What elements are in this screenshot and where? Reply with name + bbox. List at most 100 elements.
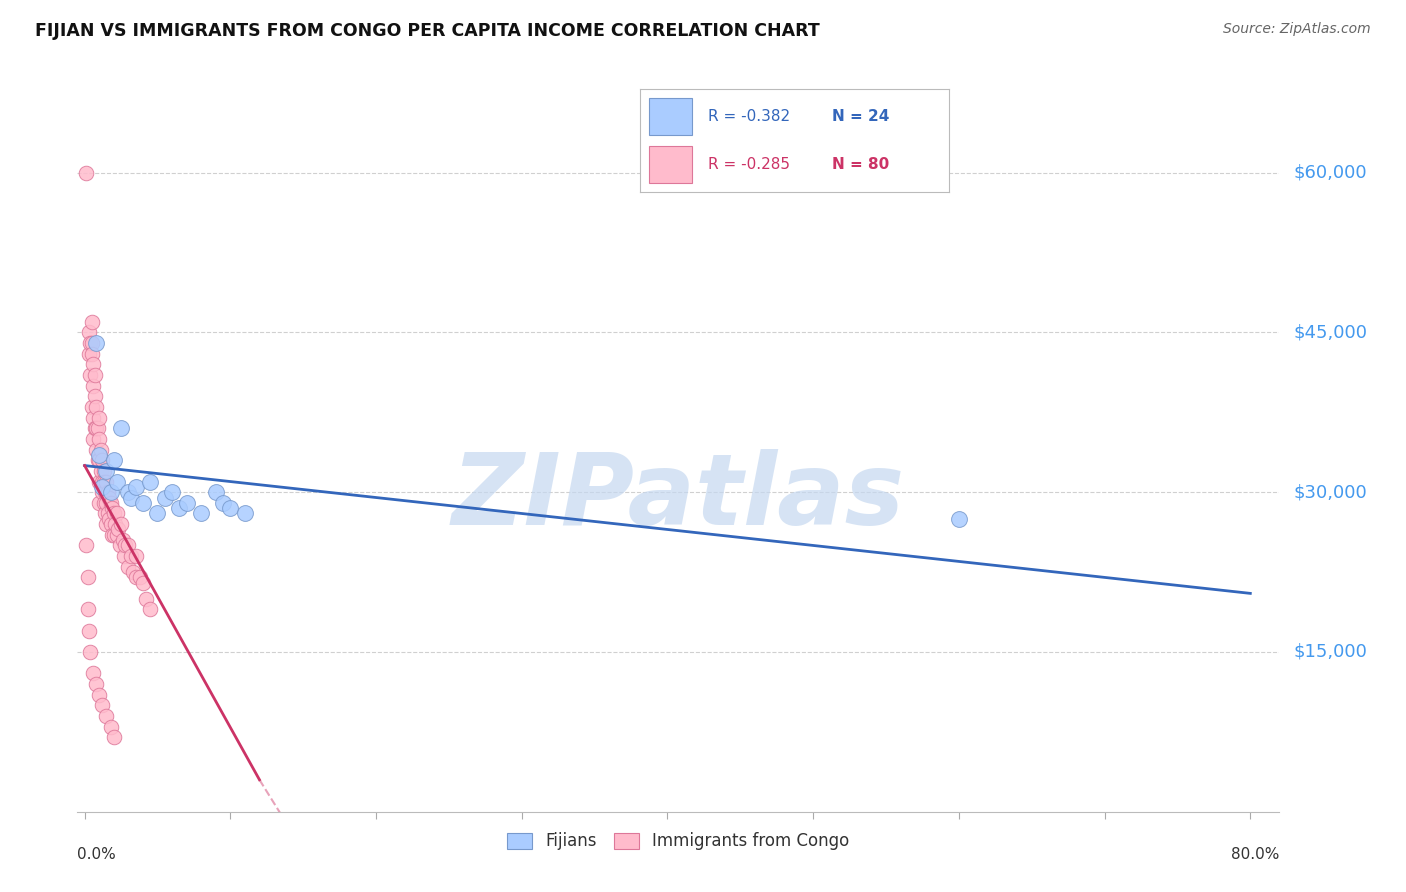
Point — [124, 480, 146, 494]
Text: $60,000: $60,000 — [1294, 163, 1367, 182]
Point — [75, 166, 97, 180]
Point — [98, 512, 121, 526]
Point — [132, 575, 155, 590]
Point — [153, 491, 176, 505]
Point — [84, 400, 107, 414]
Point — [124, 549, 146, 563]
Point — [77, 347, 100, 361]
Point — [89, 496, 111, 510]
Point — [103, 453, 125, 467]
Point — [100, 485, 122, 500]
Point — [84, 442, 107, 457]
Text: R = -0.382: R = -0.382 — [707, 110, 790, 124]
Point — [89, 410, 111, 425]
Point — [96, 464, 118, 478]
Point — [233, 507, 256, 521]
Point — [91, 453, 114, 467]
Point — [77, 624, 100, 638]
Point — [190, 507, 212, 521]
Point — [87, 453, 110, 467]
Point — [80, 315, 103, 329]
Point — [89, 448, 111, 462]
Text: R = -0.285: R = -0.285 — [707, 157, 790, 171]
Point — [93, 475, 115, 489]
Point — [91, 475, 114, 489]
Point — [84, 421, 107, 435]
Point — [139, 475, 162, 489]
Point — [204, 485, 226, 500]
Text: $45,000: $45,000 — [1294, 324, 1368, 342]
Point — [117, 538, 139, 552]
Point — [79, 336, 101, 351]
Point — [80, 400, 103, 414]
Point — [94, 507, 117, 521]
Point — [120, 491, 142, 505]
Point — [114, 538, 136, 552]
Point — [101, 528, 124, 542]
Point — [101, 501, 124, 516]
Text: Source: ZipAtlas.com: Source: ZipAtlas.com — [1223, 22, 1371, 37]
Point — [103, 507, 125, 521]
Point — [89, 453, 111, 467]
Point — [112, 549, 135, 563]
Point — [83, 389, 105, 403]
Point — [82, 358, 104, 372]
Text: FIJIAN VS IMMIGRANTS FROM CONGO PER CAPITA INCOME CORRELATION CHART: FIJIAN VS IMMIGRANTS FROM CONGO PER CAPI… — [35, 22, 820, 40]
Point — [110, 517, 132, 532]
Point — [146, 507, 169, 521]
Point — [135, 591, 157, 606]
Point — [91, 698, 114, 713]
Point — [82, 432, 104, 446]
Point — [97, 485, 120, 500]
Point — [84, 677, 107, 691]
Point — [212, 496, 235, 510]
Point — [93, 464, 115, 478]
Point — [80, 347, 103, 361]
Point — [77, 326, 100, 340]
Bar — [650, 145, 692, 183]
Legend: Fijians, Immigrants from Congo: Fijians, Immigrants from Congo — [501, 826, 856, 857]
Text: $15,000: $15,000 — [1294, 643, 1367, 661]
Point — [132, 496, 155, 510]
Text: 0.0%: 0.0% — [77, 847, 117, 863]
Point — [948, 512, 970, 526]
Point — [82, 666, 104, 681]
Text: N = 24: N = 24 — [831, 110, 889, 124]
Point — [79, 645, 101, 659]
Text: ZIPatlas: ZIPatlas — [451, 450, 905, 546]
Point — [80, 336, 103, 351]
Point — [121, 565, 143, 579]
Point — [139, 602, 162, 616]
Point — [98, 491, 121, 505]
Point — [84, 336, 107, 351]
Point — [117, 559, 139, 574]
Point — [76, 570, 98, 584]
Point — [100, 496, 122, 510]
Point — [82, 410, 104, 425]
Point — [129, 570, 152, 584]
Point — [82, 378, 104, 392]
Text: $30,000: $30,000 — [1294, 483, 1367, 501]
Point — [124, 570, 146, 584]
Point — [169, 501, 191, 516]
Point — [96, 517, 118, 532]
Point — [103, 730, 125, 744]
Point — [93, 496, 115, 510]
Point — [83, 421, 105, 435]
Point — [89, 475, 111, 489]
Point — [79, 368, 101, 382]
Point — [91, 485, 114, 500]
Text: 80.0%: 80.0% — [1232, 847, 1279, 863]
Point — [96, 475, 118, 489]
Point — [97, 507, 120, 521]
Point — [100, 719, 122, 733]
Point — [108, 538, 131, 552]
Point — [89, 688, 111, 702]
Point — [76, 602, 98, 616]
Point — [83, 368, 105, 382]
Point — [90, 442, 112, 457]
Point — [90, 464, 112, 478]
Point — [117, 485, 139, 500]
Point — [105, 528, 128, 542]
Point — [75, 538, 97, 552]
